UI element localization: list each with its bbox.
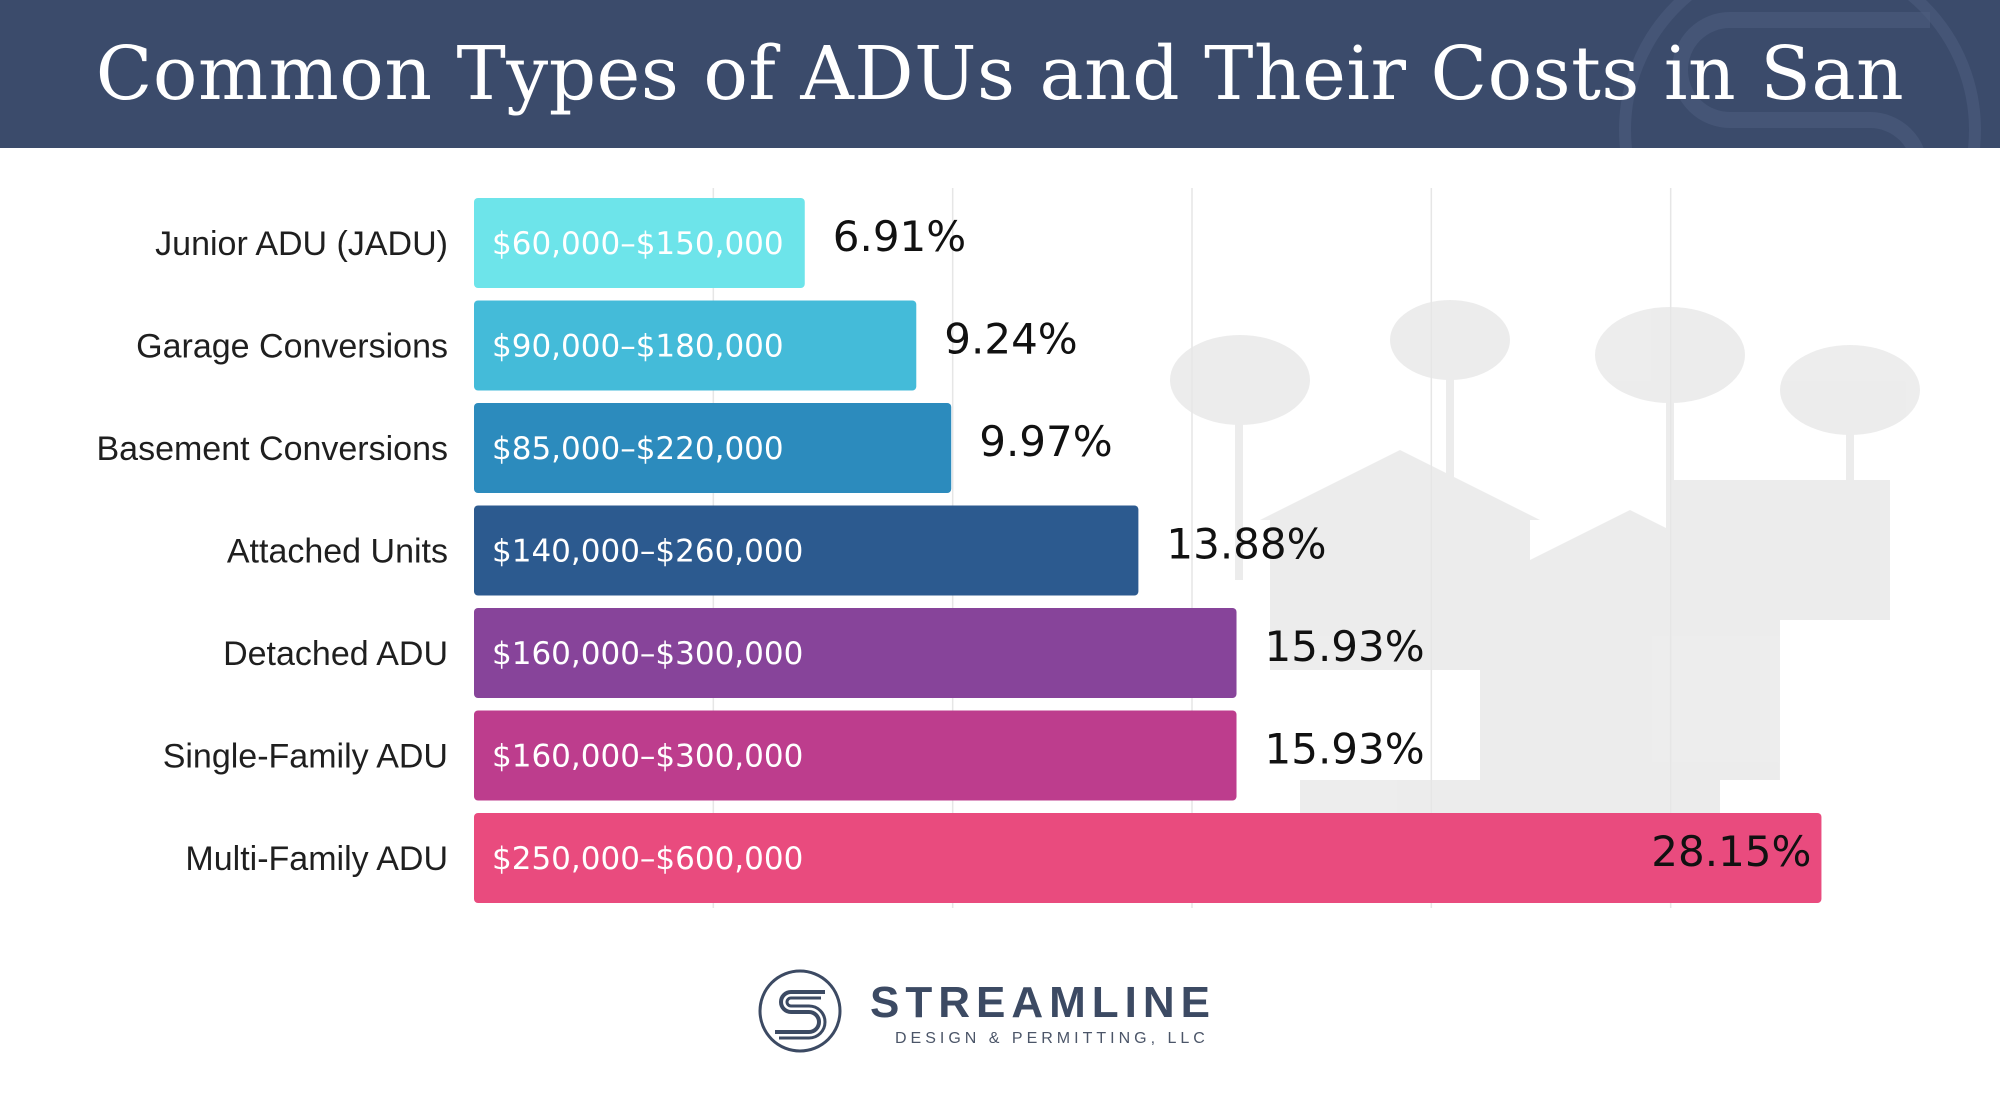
category-label: Multi-Family ADU — [185, 840, 448, 878]
category-label: Basement Conversions — [96, 430, 448, 468]
category-label: Detached ADU — [223, 635, 448, 673]
bar — [474, 403, 952, 493]
cost-range-label: $85,000–$220,000 — [492, 431, 784, 467]
category-label: Single-Family ADU — [163, 738, 448, 776]
percent-label: 28.15% — [1651, 827, 1811, 876]
cost-range-label: $140,000–$260,000 — [492, 534, 803, 570]
header-watermark-logo-icon — [1619, 0, 1981, 148]
bar — [474, 505, 1139, 596]
bar-chart: Junior ADU (JADU) $60,000–$150,000 6.91% Ga… — [96, 188, 1822, 908]
bar — [474, 608, 1237, 698]
percent-label: 15.93% — [1265, 622, 1425, 671]
company-logo: STREAMLINE DESIGN & PERMITTING, LLC — [755, 960, 1255, 1060]
category-label: Junior ADU (JADU) — [155, 225, 448, 263]
cost-range-label: $250,000–$600,000 — [492, 841, 803, 877]
cost-range-label: $160,000–$300,000 — [492, 739, 803, 775]
cost-range-label: $160,000–$300,000 — [492, 636, 803, 672]
category-label: Garage Conversions — [136, 328, 448, 366]
header-banner: Common Types of ADUs and Their Costs in … — [0, 0, 2000, 148]
page-title: Common Types of ADUs and Their Costs in … — [95, 31, 1905, 117]
bar — [474, 300, 917, 391]
percent-label: 13.88% — [1166, 520, 1326, 569]
bar — [474, 710, 1237, 801]
percent-label: 9.24% — [944, 315, 1077, 364]
category-label: Attached Units — [227, 533, 448, 571]
streamline-s-logo-icon — [758, 969, 842, 1053]
percent-label: 15.93% — [1265, 725, 1425, 774]
logo-name: STREAMLINE — [870, 978, 1216, 1027]
bar — [474, 813, 1822, 903]
cost-range-label: $90,000–$180,000 — [492, 329, 784, 365]
bars: Junior ADU (JADU) $60,000–$150,000 6.91% Ga… — [96, 198, 1822, 903]
percent-label: 6.91% — [833, 212, 966, 261]
logo-tagline: DESIGN & PERMITTING, LLC — [895, 1030, 1209, 1047]
bar — [474, 198, 805, 288]
cost-range-label: $60,000–$150,000 — [492, 226, 784, 262]
percent-label: 9.97% — [979, 417, 1112, 466]
